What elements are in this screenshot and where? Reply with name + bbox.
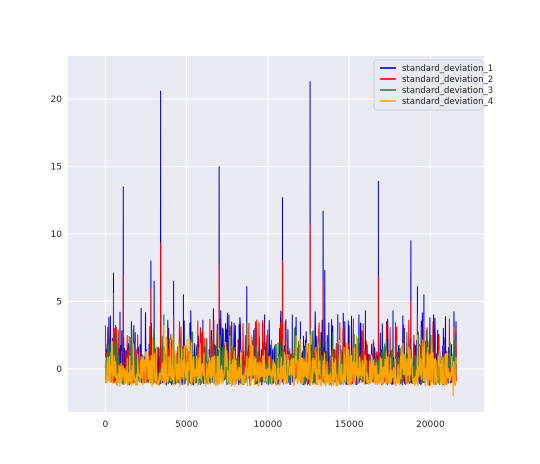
legend: standard_deviation_1 standard_deviation_… <box>373 59 493 111</box>
legend-label-2: standard_deviation_2 <box>402 75 493 85</box>
y-tick-label: 15 <box>51 163 62 173</box>
y-tick-label: 10 <box>51 230 63 240</box>
x-tick-label: 10000 <box>254 420 283 430</box>
legend-label-4: standard_deviation_4 <box>402 97 493 107</box>
y-tick-label: 5 <box>56 297 62 307</box>
series-line-4 <box>104 325 457 397</box>
x-tick-label: 0 <box>103 420 109 430</box>
x-tick-label: 5000 <box>175 420 198 430</box>
legend-label-3: standard_deviation_3 <box>402 86 493 96</box>
legend-box <box>373 59 483 111</box>
series-layer <box>104 81 457 397</box>
tick-labels: 0 5000 10000 15000 20000 0 5 10 15 20 <box>51 95 445 430</box>
y-tick-label: 20 <box>51 95 63 105</box>
x-tick-label: 20000 <box>416 420 445 430</box>
y-tick-label: 0 <box>56 365 62 375</box>
legend-label-1: standard_deviation_1 <box>402 64 493 74</box>
x-tick-label: 15000 <box>335 420 364 430</box>
